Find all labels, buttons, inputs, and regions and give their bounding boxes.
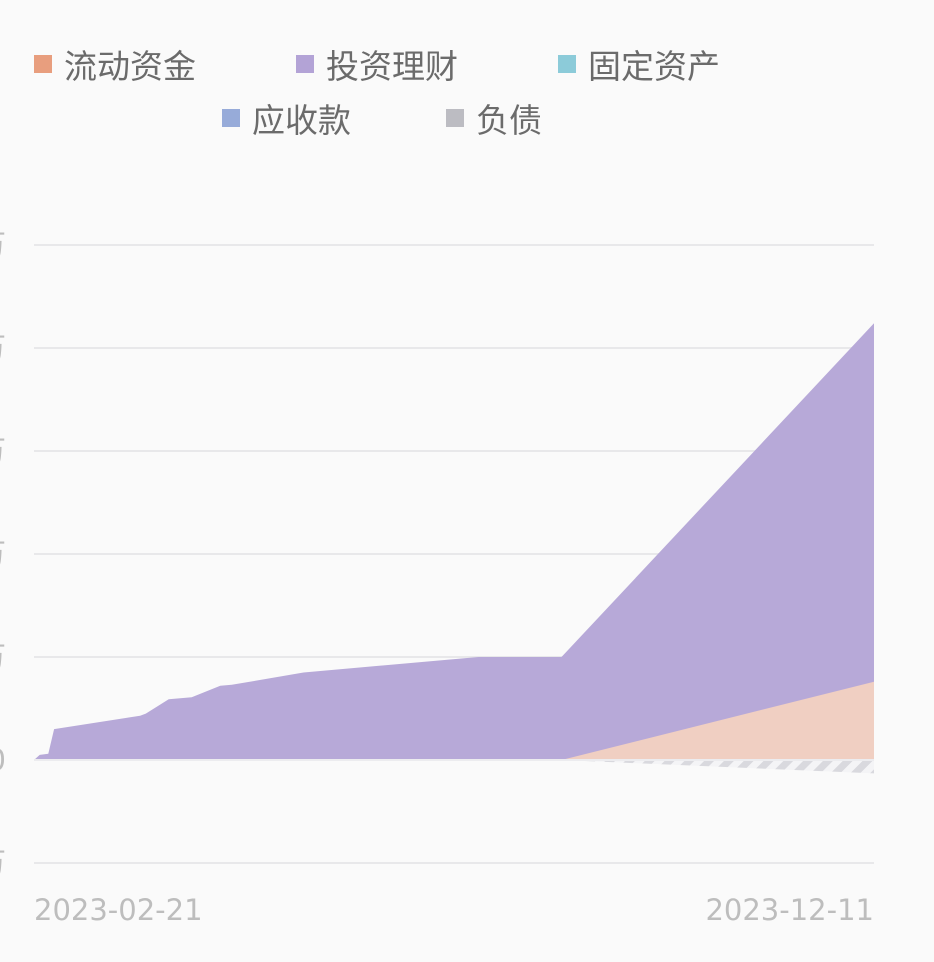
legend-label: 固定资产 — [588, 47, 720, 86]
y-tick-label: 万 — [0, 537, 6, 571]
area-series-liabilities — [34, 760, 874, 774]
x-tick-label-start: 2023-02-21 — [34, 893, 203, 927]
legend-label: 应收款 — [252, 101, 351, 140]
chart-legend: 流动资金 投资理财 固定资产应收款 负债 — [0, 0, 934, 150]
legend-item-1[interactable]: 流动资金 — [34, 42, 196, 86]
legend-swatch — [296, 55, 314, 73]
area-series-liquid-funds — [34, 681, 874, 760]
legend-label: 流动资金 — [64, 47, 196, 86]
legend-swatch — [34, 55, 52, 73]
legend-item-3[interactable]: 固定资产 — [558, 42, 720, 86]
legend-item-2[interactable]: 投资理财 — [296, 42, 458, 86]
y-tick-label: 0 — [0, 743, 6, 777]
y-tick-label: 万 — [0, 331, 6, 365]
legend-swatch — [446, 109, 464, 127]
y-tick-label: 万 — [0, 228, 6, 262]
legend-label: 投资理财 — [326, 47, 458, 86]
legend-item-4[interactable]: 应收款 — [222, 96, 351, 140]
legend-swatch — [558, 55, 576, 73]
legend-label: 负债 — [476, 101, 542, 140]
y-tick-label: 万 — [0, 434, 6, 468]
legend-swatch — [222, 109, 240, 127]
y-tick-label: 万 — [0, 846, 6, 880]
area-series-investment — [34, 323, 874, 760]
x-tick-label-end: 2023-12-11 — [705, 893, 874, 927]
legend-item-5[interactable]: 负债 — [446, 96, 542, 140]
y-tick-label: 万 — [0, 640, 6, 674]
